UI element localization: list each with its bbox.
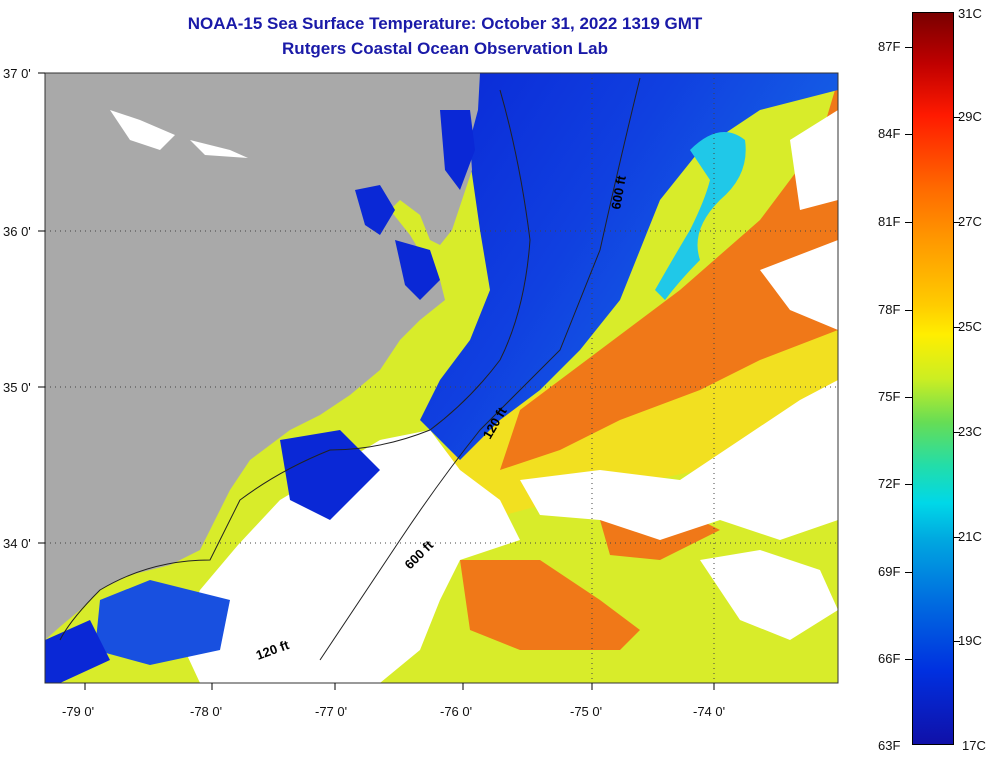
contour-120ft	[59, 89, 531, 641]
colorbar	[912, 12, 954, 745]
colorbar-c-label: 19C	[958, 633, 982, 648]
cloud-cover	[760, 240, 838, 330]
colorbar-f-label: 72F	[878, 476, 901, 491]
lat-label: 36 0'	[3, 224, 31, 239]
map-frame	[44, 72, 839, 684]
colorbar-tick	[905, 572, 912, 573]
cloud-cover	[790, 110, 838, 210]
colorbar-c-label: 21C	[958, 529, 982, 544]
contour-label: 600 ft	[608, 174, 629, 211]
colorbar-c-label: 17C	[962, 738, 986, 753]
colorbar-tick	[905, 484, 912, 485]
lon-label: -75 0'	[570, 704, 603, 719]
colorbar-f-label: 87F	[878, 39, 901, 54]
colorbar-f-label: 84F	[878, 126, 901, 141]
colorbar-f-label: 81F	[878, 214, 901, 229]
cloud-cover	[190, 140, 248, 158]
colorbar-tick	[905, 222, 912, 223]
lon-label: -79 0'	[62, 704, 95, 719]
colorbar-tick	[905, 397, 912, 398]
cloud-cover	[700, 550, 838, 640]
colorbar-tick	[953, 537, 960, 538]
colorbar-f-label: 69F	[878, 564, 901, 579]
colorbar-tick	[953, 222, 960, 223]
cold-filament	[655, 132, 746, 300]
cloud-cover	[180, 430, 520, 683]
colorbar-f-label: 78F	[878, 302, 901, 317]
colorbar-tick	[905, 47, 912, 48]
warm-eddy	[460, 560, 640, 650]
lat-label: 37 0'	[3, 66, 31, 81]
cloud-cover	[520, 380, 838, 540]
lon-label: -77 0'	[315, 704, 348, 719]
sound-water	[355, 185, 395, 235]
lat-label: 35 0'	[3, 380, 31, 395]
colorbar-f-label: 66F	[878, 651, 901, 666]
cold-patch	[95, 580, 230, 665]
cold-shelf-water	[420, 73, 838, 460]
colorbar-tick	[905, 659, 912, 660]
colorbar-tick	[953, 432, 960, 433]
sound-water	[440, 110, 475, 190]
gulf-stream	[500, 80, 838, 470]
map-subtitle: Rutgers Coastal Ocean Observation Lab	[282, 39, 608, 58]
colorbar-c-label: 23C	[958, 424, 982, 439]
colorbar-c-label: 29C	[958, 109, 982, 124]
colorbar-tick	[905, 134, 912, 135]
lon-label: -78 0'	[190, 704, 223, 719]
axis-ticks	[38, 72, 715, 690]
contour-600ft	[319, 77, 641, 661]
colorbar-c-label: 31C	[958, 6, 982, 21]
colorbar-c-label: 25C	[958, 319, 982, 334]
colorbar-tick	[953, 117, 960, 118]
colorbar-f-label: 63F	[878, 738, 901, 753]
colorbar-tick	[953, 641, 960, 642]
cold-patch	[280, 430, 380, 520]
graticule	[45, 73, 838, 683]
colorbar-tick	[905, 310, 912, 311]
colorbar-c-label: 27C	[958, 214, 982, 229]
colorbar-f-label: 75F	[878, 389, 901, 404]
lon-label: -74 0'	[693, 704, 726, 719]
cloud-cover	[110, 110, 175, 150]
lat-label: 34 0'	[3, 536, 31, 551]
colorbar-tick	[953, 327, 960, 328]
lon-label: -76 0'	[440, 704, 473, 719]
cold-patch	[45, 620, 110, 683]
sound-water	[395, 240, 440, 300]
map-title: NOAA-15 Sea Surface Temperature: October…	[187, 14, 703, 33]
